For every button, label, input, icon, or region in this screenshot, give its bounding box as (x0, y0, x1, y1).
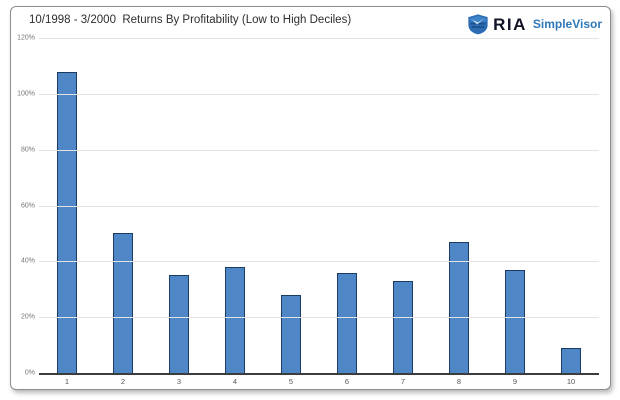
bar-slot-7 (375, 38, 431, 373)
y-tick-label: 60% (20, 202, 35, 209)
bar-slot-2 (95, 38, 151, 373)
plot-area: 120% 100% 80% 60% 40% 20% 0% (17, 35, 599, 377)
x-tick-label-4: 4 (232, 377, 238, 386)
bar-decile-7 (393, 280, 413, 373)
gridline-20 (39, 317, 599, 319)
chart-panel: 10/1998 - 3/2000 Returns By Profitabilit… (10, 6, 611, 390)
bar-slot-9 (487, 38, 543, 373)
bar-slot-1 (39, 38, 95, 373)
x-tick-label-6: 6 (344, 377, 350, 386)
bar-slot-3 (151, 38, 207, 373)
x-tick-label-7: 7 (400, 377, 406, 386)
bar-series (39, 38, 599, 373)
bar-decile-1 (57, 71, 77, 373)
x-tick-label-9: 9 (512, 377, 518, 386)
bar-decile-8 (449, 241, 469, 373)
bar-decile-6 (337, 272, 357, 373)
bar-slot-5 (263, 38, 319, 373)
brand-logo: RIA SimpleVisor (467, 11, 602, 37)
bar-decile-10 (561, 347, 581, 373)
logo-product-text: SimpleVisor (532, 17, 602, 31)
y-tick-label: 80% (20, 146, 35, 154)
bar-slot-6 (319, 38, 375, 373)
x-tick-label-5: 5 (288, 377, 294, 386)
y-tick-label: 0% (24, 369, 35, 377)
bar-decile-2 (113, 233, 133, 373)
x-tick-label-10: 10 (566, 377, 576, 386)
logo-brand-text: RIA (493, 14, 527, 34)
chart-title: 10/1998 - 3/2000 Returns By Profitabilit… (29, 14, 352, 26)
x-axis-labels: 1 2 3 4 5 6 7 8 9 10 (39, 377, 599, 386)
shield-icon (467, 13, 489, 35)
bar-decile-9 (505, 269, 525, 373)
bar-decile-3 (169, 275, 189, 373)
bar-slot-10 (543, 38, 599, 373)
x-tick-label-1: 1 (64, 377, 70, 386)
bar-decile-4 (225, 266, 245, 373)
y-tick-label: 20% (20, 313, 35, 321)
gridline-60 (39, 205, 599, 207)
bar-decile-5 (281, 294, 301, 373)
gridline-80 (39, 149, 599, 151)
y-tick-label: 100% (17, 90, 35, 98)
gridline-100 (39, 93, 599, 95)
bar-slot-4 (207, 38, 263, 373)
gridline-40 (39, 261, 599, 263)
y-tick-label: 120% (17, 34, 35, 42)
bar-slot-8 (431, 38, 487, 373)
gridline-120 (39, 38, 599, 39)
x-tick-label-2: 2 (120, 377, 126, 386)
x-tick-label-8: 8 (456, 377, 462, 386)
x-tick-label-3: 3 (176, 377, 182, 386)
y-tick-label: 40% (20, 257, 35, 265)
